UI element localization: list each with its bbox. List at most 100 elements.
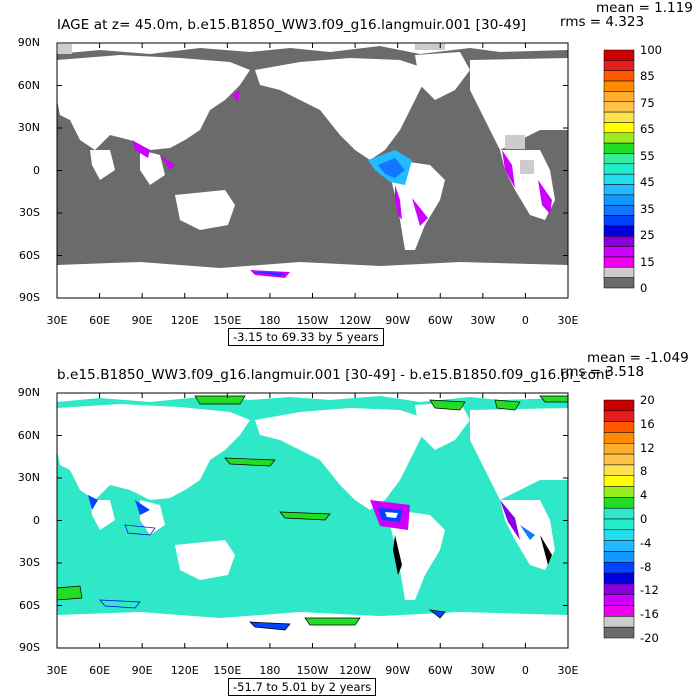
- top-title: IAGE at z= 45.0m, b.e15.B1850_WW3.f09_g1…: [57, 17, 527, 33]
- colorbar-swatch: [603, 246, 635, 258]
- lon-label: 150E: [213, 664, 242, 677]
- lat-label: 90N: [17, 386, 40, 399]
- colorbar-swatch: [603, 421, 635, 433]
- top-mean: mean = 1.119: [596, 0, 693, 16]
- colorbar-label: 65: [640, 122, 655, 137]
- top-coastal-highlights: [132, 90, 552, 278]
- lon-label: 120W: [339, 664, 372, 677]
- colorbar-swatch: [603, 497, 635, 509]
- colorbar-label: 55: [640, 148, 655, 163]
- colorbar-swatch: [603, 518, 635, 531]
- colorbar-swatch: [603, 194, 635, 206]
- colorbar-swatch: [603, 184, 635, 196]
- colorbar-swatch: [603, 163, 635, 175]
- colorbar-swatch: [603, 572, 635, 585]
- colorbar-label: 15: [640, 254, 655, 269]
- lat-label: 30S: [19, 206, 40, 219]
- colorbar-swatch: [603, 204, 635, 216]
- colorbar-swatch: [603, 91, 635, 102]
- top-range-box: -3.15 to 69.33 by 5 years: [228, 328, 384, 346]
- lon-label: 150W: [296, 314, 329, 327]
- lat-label: 30S: [19, 556, 40, 569]
- colorbar-label: 8: [640, 464, 648, 479]
- bottom-tick-marks: [56, 392, 569, 649]
- lon-label: 0: [521, 664, 529, 677]
- colorbar-label: -16: [640, 607, 659, 622]
- lon-label: 60W: [427, 664, 453, 677]
- colorbar-swatch: [603, 60, 635, 71]
- lon-label: 30W: [470, 664, 496, 677]
- top-map-svg: [56, 42, 635, 299]
- bottom-mean: mean = -1.049: [587, 350, 689, 366]
- lon-label: 120E: [170, 314, 199, 327]
- lon-label: 30E: [557, 664, 579, 677]
- colorbar-label: 75: [640, 95, 655, 110]
- colorbar-swatch: [603, 173, 635, 185]
- colorbar-swatch: [603, 529, 635, 541]
- colorbar-label: 12: [640, 440, 655, 455]
- colorbar-swatch: [603, 122, 635, 134]
- lon-label: 90W: [385, 314, 411, 327]
- lat-label: 90S: [19, 291, 40, 304]
- colorbar-swatch: [603, 111, 635, 123]
- lon-label: 60W: [427, 314, 453, 327]
- colorbar-swatch: [603, 432, 635, 444]
- lat-label: 60S: [19, 248, 40, 262]
- colorbar-swatch: [603, 142, 635, 154]
- lat-label: 30N: [17, 471, 40, 484]
- lon-label: 90E: [131, 664, 153, 677]
- lon-label: 0: [521, 314, 529, 327]
- lat-label: 90N: [17, 36, 40, 49]
- colorbar-swatch: [603, 225, 635, 237]
- colorbar-swatch: [603, 605, 635, 617]
- lon-label: 90E: [131, 314, 153, 327]
- lon-label: 180: [259, 664, 281, 677]
- colorbar-swatch: [603, 399, 635, 412]
- colorbar-swatch: [603, 507, 635, 520]
- colorbar-label: 25: [640, 228, 655, 243]
- top-gray-patches: [58, 44, 534, 174]
- lon-label: 30E: [46, 664, 68, 677]
- colorbar-swatch: [603, 540, 635, 552]
- colorbar-label: -4: [640, 535, 652, 550]
- colorbar-swatch: [603, 277, 635, 289]
- lon-label: 180: [259, 314, 281, 327]
- lat-label: 0: [33, 163, 40, 177]
- top-colorbar: [603, 49, 635, 289]
- colorbar-label: 0: [640, 281, 648, 295]
- lon-label: 60E: [89, 314, 111, 327]
- colorbar-label: -8: [640, 559, 652, 574]
- colorbar-label: 45: [640, 175, 655, 190]
- lon-label: 120W: [339, 314, 372, 327]
- colorbar-swatch: [603, 101, 635, 113]
- colorbar-swatch: [603, 153, 635, 165]
- colorbar-swatch: [603, 49, 635, 61]
- top-map-panel: IAGE at z= 45.0m, b.e15.B1850_WW3.f09_g1…: [17, 0, 693, 346]
- colorbar-swatch: [603, 464, 635, 476]
- colorbar-swatch: [603, 132, 635, 144]
- colorbar-swatch: [603, 616, 635, 628]
- bottom-title: b.e15.B1850_WW3.f09_g16.langmuir.001 [30…: [57, 367, 611, 383]
- colorbar-swatch: [603, 256, 635, 268]
- top-rms: rms = 4.323: [560, 14, 645, 30]
- colorbar-label: 100: [640, 43, 662, 57]
- colorbar-label: 4: [640, 488, 648, 503]
- bottom-rms: rms = 3.518: [560, 364, 645, 380]
- colorbar-swatch: [603, 236, 635, 247]
- lat-label: 60N: [17, 78, 40, 92]
- bottom-map-svg: [56, 392, 635, 649]
- lon-label: 30E: [557, 314, 579, 327]
- colorbar-label: -12: [640, 583, 659, 598]
- colorbar-swatch: [603, 410, 635, 422]
- colorbar-swatch: [603, 453, 635, 466]
- lon-label: 150W: [296, 664, 329, 677]
- bottom-anomaly-patches: [56, 395, 569, 631]
- lat-label: 60S: [19, 598, 40, 612]
- lat-label: 0: [33, 513, 40, 527]
- colorbar-label: 85: [640, 69, 655, 84]
- colorbar-swatch: [603, 80, 635, 92]
- colorbar-label: 20: [640, 393, 655, 407]
- lon-label: 90W: [385, 664, 411, 677]
- colorbar-swatch: [603, 594, 635, 606]
- bottom-range-box: -51.7 to 5.01 by 2 years: [228, 678, 377, 696]
